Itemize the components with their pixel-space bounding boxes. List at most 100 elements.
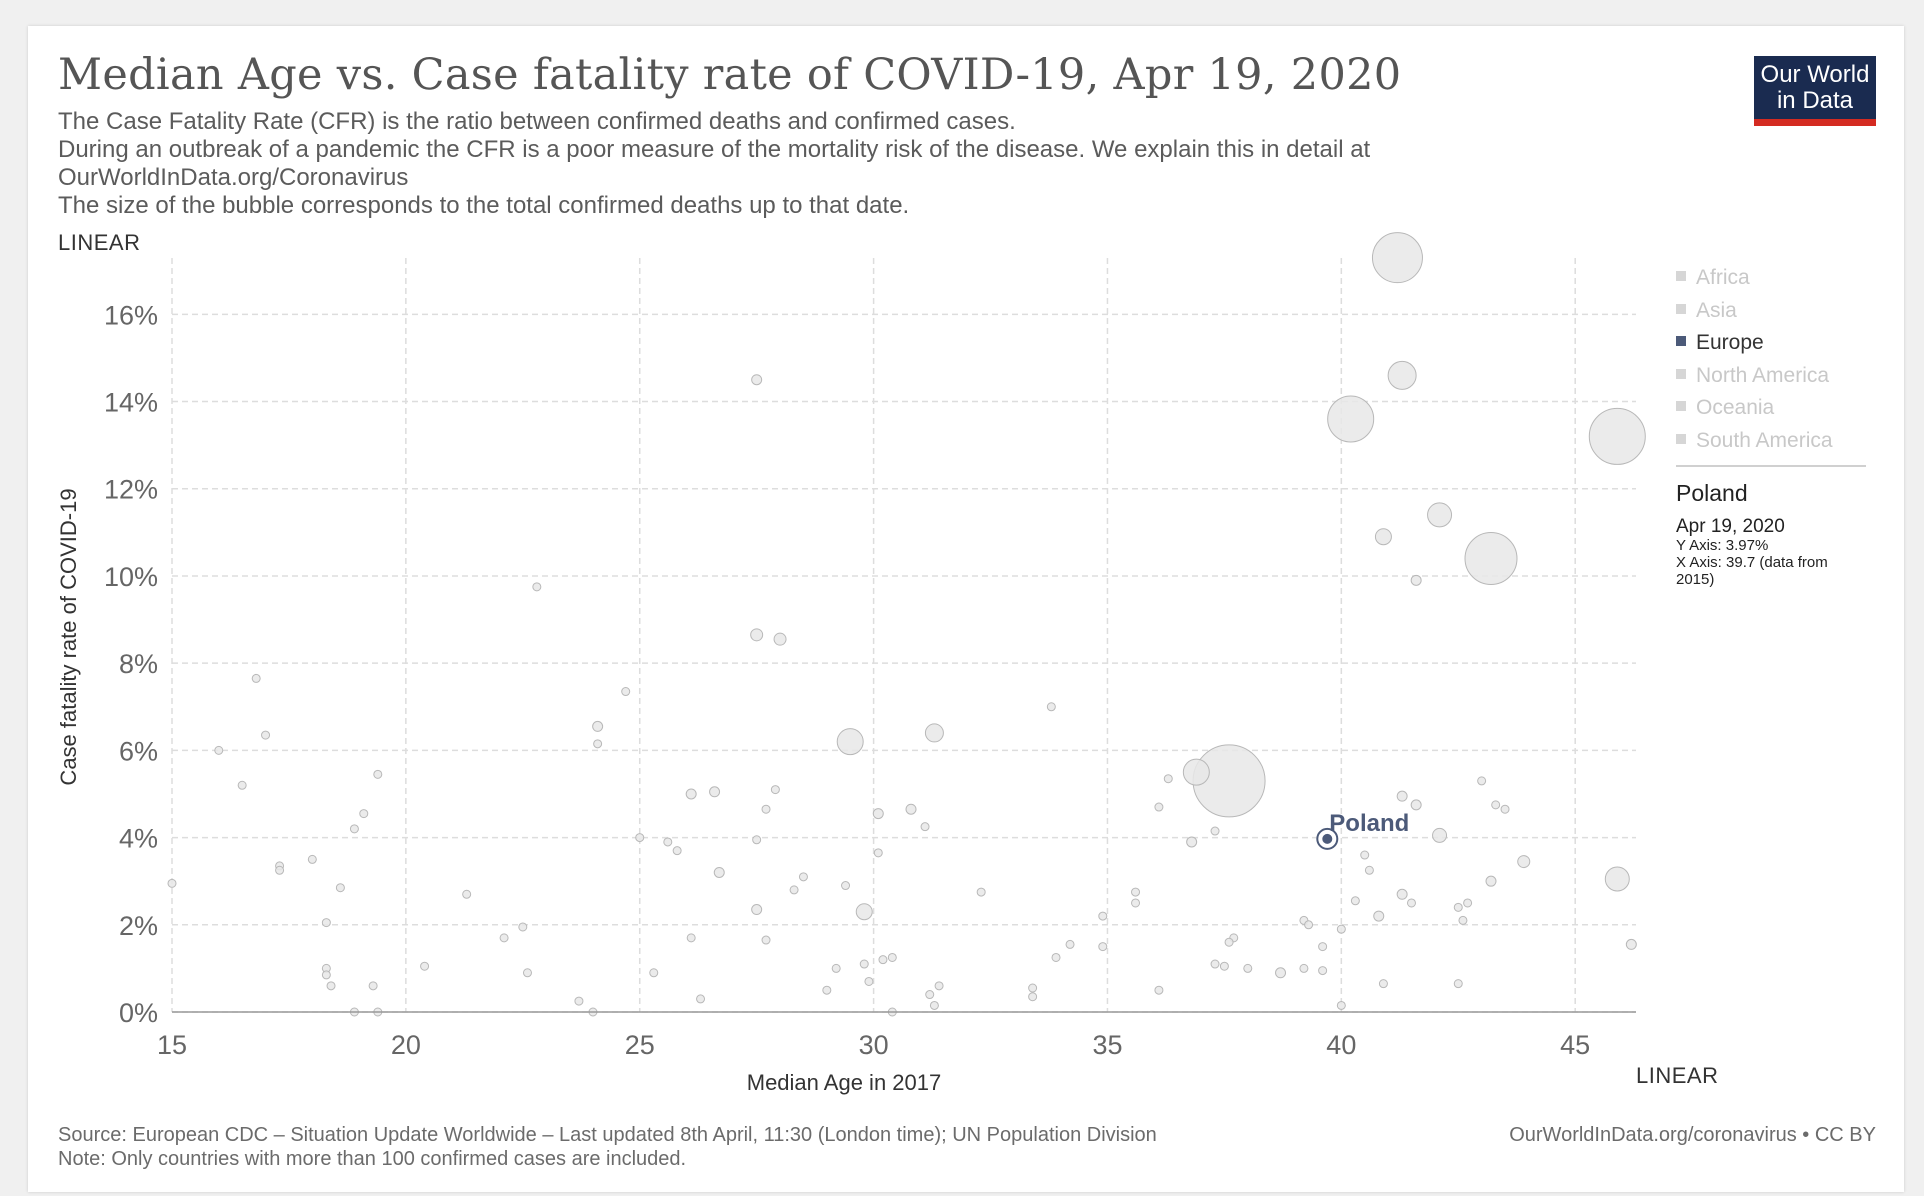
data-bubble [929, 1000, 939, 1010]
subtitle-link[interactable]: OurWorldInData.org/Coronavirus [58, 164, 409, 191]
data-bubble [751, 904, 763, 916]
data-bubble [663, 837, 673, 847]
data-bubble [872, 808, 884, 820]
data-bubble [789, 885, 799, 895]
data-bubble [831, 963, 841, 973]
tooltip-date: Apr 19, 2020 [1676, 516, 1785, 537]
data-bubble [335, 883, 345, 893]
data-bubble [770, 785, 780, 795]
data-bubble [1350, 896, 1360, 906]
data-bubble [1318, 966, 1328, 976]
data-bubble [1485, 875, 1497, 887]
data-bubble [1336, 924, 1346, 934]
license-link[interactable]: OurWorldInData.org/coronavirus • CC BY [1509, 1124, 1876, 1146]
bubbles [167, 232, 1646, 1017]
data-bubble [532, 582, 542, 592]
data-bubble [326, 981, 336, 991]
x-tick-label: 40 [1326, 1030, 1356, 1060]
tooltip-entity-name: Poland [1676, 480, 1748, 506]
legend-item[interactable]: Asia [1676, 297, 1866, 330]
data-bubble [873, 848, 883, 858]
y-scale-toggle[interactable]: LINEAR [58, 230, 141, 255]
data-bubble [1224, 937, 1234, 947]
data-bubble [925, 990, 935, 1000]
data-bubble [1360, 850, 1370, 860]
data-bubble [1131, 887, 1141, 897]
legend-item[interactable]: Europe [1676, 329, 1866, 362]
data-bubble [621, 687, 631, 697]
legend-swatch [1676, 303, 1686, 314]
data-bubble [321, 918, 331, 928]
y-tick-label: 6% [119, 736, 158, 766]
y-tick-label: 2% [119, 911, 158, 941]
legend-label: Europe [1696, 331, 1764, 354]
data-bubble [321, 970, 331, 980]
data-bubble [1243, 963, 1253, 973]
data-bubble [214, 745, 224, 755]
tooltip-x-value: X Axis: 39.7 (data from [1676, 554, 1828, 571]
highlight-layer: Poland [1316, 810, 1409, 850]
data-bubble [1210, 959, 1220, 969]
x-tick-label: 35 [1092, 1030, 1122, 1060]
data-bubble [752, 835, 762, 845]
data-bubble [462, 889, 472, 899]
data-bubble [1098, 911, 1108, 921]
data-bubble [1396, 790, 1408, 802]
subtitle-line: During an outbreak of a pandemic the CFR… [58, 136, 1371, 163]
data-bubble [1588, 407, 1646, 465]
data-bubble [1364, 865, 1374, 875]
tooltip-y-value: Y Axis: 3.97% [1676, 537, 1769, 554]
logo-text-line1: Our World [1760, 61, 1870, 88]
data-bubble [713, 866, 725, 878]
legend-divider [1676, 465, 1866, 467]
data-bubble [1210, 826, 1220, 836]
x-scale-toggle[interactable]: LINEAR [1636, 1063, 1719, 1088]
data-bubble [1046, 702, 1056, 712]
chart-title: Median Age vs. Case fatality rate of COV… [58, 50, 1402, 100]
data-bubble [1410, 574, 1422, 586]
axes: 0% 2% 4% 6% 8% 10% 12% 14% 16% 15 20 25 30 35 40 45 Medi… [56, 300, 1636, 1095]
data-bubble [307, 854, 317, 864]
data-bubble [1378, 979, 1388, 989]
data-bubble [761, 935, 771, 945]
data-bubble [275, 865, 285, 875]
chart-card [28, 26, 1904, 1192]
legend-item[interactable]: South America [1676, 427, 1866, 460]
owid-logo[interactable]: Our World in Data [1754, 56, 1876, 126]
data-bubble [1154, 802, 1164, 812]
legend-item[interactable]: Africa [1676, 264, 1866, 297]
data-bubble [878, 955, 888, 965]
data-bubble [1517, 855, 1531, 869]
data-bubble [1625, 938, 1637, 950]
x-tick-label: 30 [859, 1030, 889, 1060]
x-tick-label: 20 [391, 1030, 421, 1060]
data-bubble [1327, 395, 1375, 443]
data-bubble [1028, 983, 1038, 993]
data-bubble [1318, 942, 1328, 952]
data-bubble [373, 769, 383, 779]
x-axis-title: Median Age in 2017 [747, 1070, 942, 1095]
y-tick-label: 12% [104, 475, 158, 505]
x-tick-label: 25 [625, 1030, 655, 1060]
tooltip: Poland Apr 19, 2020 Y Axis: 3.97% X Axis… [1676, 480, 1876, 588]
data-bubble [593, 739, 603, 749]
note-text: Note: Only countries with more than 100 … [58, 1148, 687, 1170]
data-bubble [1186, 836, 1198, 848]
data-bubble [1065, 939, 1075, 949]
legend-item[interactable]: North America [1676, 362, 1866, 395]
data-bubble [1477, 776, 1487, 786]
data-bubble [798, 872, 808, 882]
data-bubble [1371, 232, 1423, 284]
data-bubble [1374, 528, 1392, 546]
data-bubble [1336, 1000, 1346, 1010]
data-bubble [750, 628, 764, 642]
data-bubble [1463, 898, 1473, 908]
legend-item[interactable]: Oceania [1676, 394, 1866, 427]
data-bubble [1491, 800, 1501, 810]
y-tick-label: 10% [104, 562, 158, 592]
data-bubble [592, 720, 604, 732]
data-bubble [924, 723, 944, 743]
legend-label: Asia [1696, 298, 1737, 322]
data-bubble [1098, 942, 1108, 952]
y-tick-label: 0% [119, 998, 158, 1028]
